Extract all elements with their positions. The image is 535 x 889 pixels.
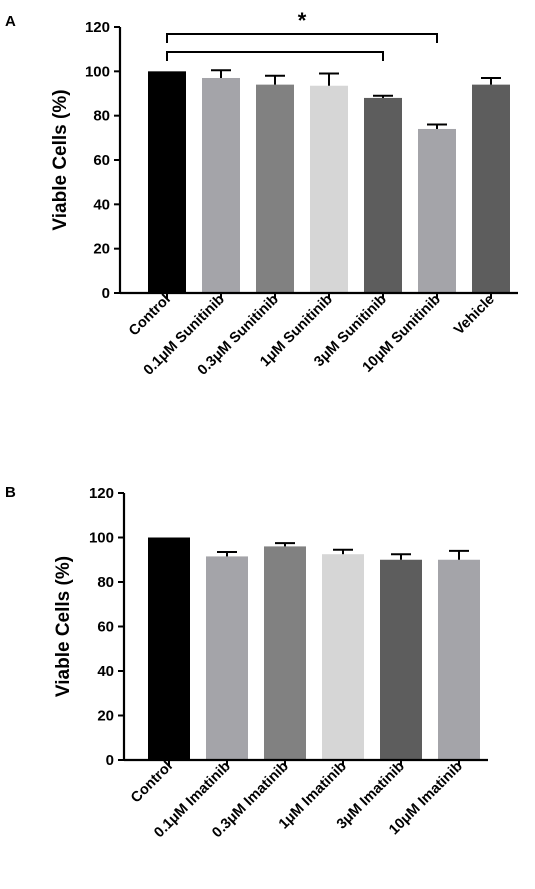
y-tick-label-40: 40 [93, 196, 110, 213]
y-tick-label-80: 80 [93, 108, 110, 125]
bar-4 [310, 85, 348, 293]
bar-1 [148, 537, 190, 760]
y-tick-label-20: 20 [93, 241, 110, 258]
bar-5 [364, 97, 402, 293]
y-tick-label-100: 100 [85, 63, 110, 80]
y-tick-label-80: 80 [97, 574, 114, 591]
category-label-1: Control [126, 292, 174, 340]
y-tick-label-120: 120 [85, 19, 110, 36]
significance-bracket-2 [166, 51, 384, 61]
bar-3 [264, 546, 306, 760]
bar-5 [380, 559, 422, 760]
bar-4 [322, 554, 364, 760]
significance-bracket-1 [166, 33, 438, 43]
y-tick-label-100: 100 [89, 530, 114, 547]
bar-6 [418, 128, 456, 293]
y-tick-label-0: 0 [106, 752, 114, 769]
y-tick-label-60: 60 [97, 619, 114, 636]
y-tick-label-60: 60 [93, 152, 110, 169]
bar-7 [472, 84, 510, 293]
y-axis-label: Viable Cells (%) [53, 556, 74, 697]
significance-star: * [298, 8, 307, 33]
bar-3 [256, 84, 294, 293]
bar-2 [206, 556, 248, 760]
y-axis-label: Viable Cells (%) [50, 89, 71, 230]
y-tick-label-20: 20 [97, 708, 114, 725]
y-tick-label-40: 40 [97, 663, 114, 680]
category-label-7: Vehicle [451, 292, 498, 339]
bar-6 [438, 559, 480, 760]
bar-2 [202, 77, 240, 293]
panel-label: A [5, 13, 16, 30]
category-label-1: Control [128, 759, 176, 807]
y-tick-label-0: 0 [102, 285, 110, 302]
y-tick-label-120: 120 [89, 485, 114, 502]
bar-1 [148, 71, 186, 293]
panel-label: B [5, 484, 16, 501]
